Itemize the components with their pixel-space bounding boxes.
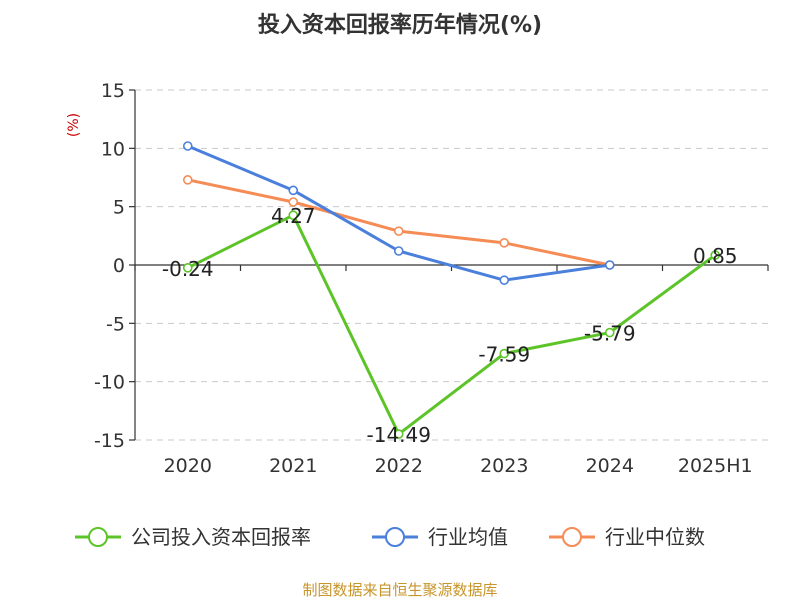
x-tick-label: 2022 bbox=[375, 455, 423, 477]
y-tick-labels: 15 10 5 0 -5 -10 -15 bbox=[94, 80, 125, 452]
series-line bbox=[187, 144, 610, 282]
y-tick-label: -10 bbox=[94, 372, 125, 394]
data-point bbox=[288, 197, 299, 207]
data-point bbox=[393, 429, 404, 439]
legend-item[interactable]: 行业中位数 bbox=[549, 525, 705, 549]
data-point bbox=[182, 141, 193, 151]
legend-marker-icon bbox=[88, 527, 108, 547]
legend-item[interactable]: 公司投入资本回报率 bbox=[75, 525, 311, 549]
legend-item[interactable]: 行业均值 bbox=[372, 525, 508, 549]
data-point bbox=[499, 275, 510, 285]
y-tick-label: 0 bbox=[113, 255, 125, 277]
data-point bbox=[393, 246, 404, 256]
x-tick-label: 2021 bbox=[269, 455, 317, 477]
y-tick-label: 5 bbox=[113, 197, 125, 219]
chart-title: 投入资本回报率历年情况(%) bbox=[258, 12, 542, 38]
data-labels: -0.24 4.27 -14.49 -7.59 -5.79 0.85 bbox=[162, 204, 738, 447]
series-1 bbox=[182, 141, 615, 285]
series-0 bbox=[182, 210, 721, 439]
data-point bbox=[393, 226, 404, 236]
x-tick-label: 2024 bbox=[586, 455, 634, 477]
data-point bbox=[710, 250, 721, 260]
y-tick-label: -5 bbox=[106, 313, 125, 335]
data-label: -14.49 bbox=[367, 423, 431, 447]
data-point bbox=[182, 262, 193, 273]
legend-label: 行业中位数 bbox=[605, 525, 705, 549]
source-note: 制图数据来自恒生聚源数据库 bbox=[302, 581, 497, 599]
series-lines bbox=[182, 141, 721, 439]
data-label: 0.85 bbox=[693, 244, 738, 268]
legend: 公司投入资本回报率 行业均值 行业中位数 bbox=[75, 525, 705, 549]
data-label: -7.59 bbox=[478, 343, 530, 367]
data-point bbox=[288, 210, 299, 220]
legend-marker-icon bbox=[385, 527, 405, 547]
legend-label: 行业均值 bbox=[428, 525, 508, 549]
data-label: -5.79 bbox=[584, 322, 636, 346]
data-label: -0.24 bbox=[162, 257, 214, 281]
x-tick-label: 2025H1 bbox=[678, 455, 753, 477]
series-line bbox=[187, 213, 717, 436]
y-tick-label: 15 bbox=[101, 80, 125, 102]
data-point bbox=[499, 348, 510, 359]
y-axis-unit-label: (%) bbox=[66, 113, 82, 137]
data-point bbox=[604, 327, 615, 338]
y-tick-label: -15 bbox=[94, 430, 125, 452]
legend-marker-icon bbox=[562, 527, 582, 547]
data-point bbox=[288, 185, 299, 196]
legend-label: 公司投入资本回报率 bbox=[131, 525, 311, 549]
x-tick-labels: 2020 2021 2022 2023 2024 2025H1 bbox=[164, 455, 753, 477]
data-point bbox=[604, 260, 615, 270]
data-label: 4.27 bbox=[271, 204, 316, 228]
data-point bbox=[499, 238, 510, 248]
y-tick-label: 10 bbox=[101, 138, 125, 160]
data-point bbox=[182, 175, 193, 185]
x-tick-label: 2023 bbox=[480, 455, 528, 477]
x-tick-label: 2020 bbox=[164, 455, 212, 477]
